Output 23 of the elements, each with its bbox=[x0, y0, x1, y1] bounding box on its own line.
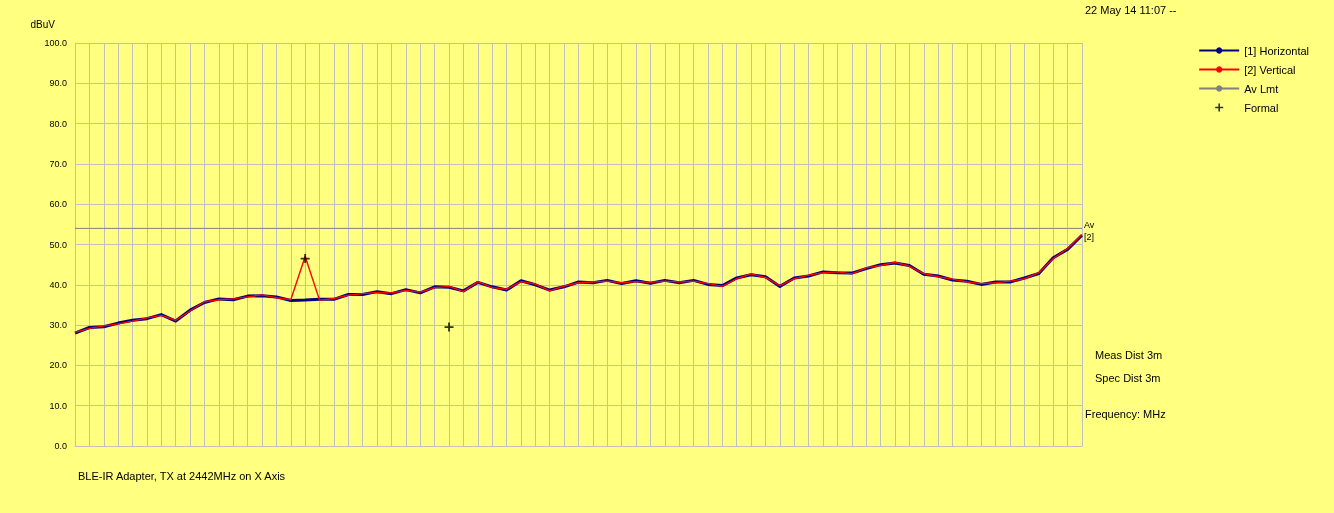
y-tick-label: 60.0 bbox=[49, 199, 67, 210]
legend-label: [1] Horizontal bbox=[1244, 44, 1309, 57]
y-tick-label: 40.0 bbox=[49, 279, 67, 290]
y-tick-label: 30.0 bbox=[49, 320, 67, 331]
y-tick-label: 0.0 bbox=[54, 441, 67, 451]
y-tick-label: 20.0 bbox=[49, 360, 67, 371]
legend-label: Formal bbox=[1244, 101, 1279, 114]
legend-label: [2] Vertical bbox=[1244, 63, 1296, 76]
y-tick-label: 70.0 bbox=[49, 158, 67, 169]
y-tick-label: 10.0 bbox=[49, 400, 67, 411]
text: Spec Dist 3m bbox=[1095, 371, 1161, 384]
y-tick-label: 90.0 bbox=[49, 78, 67, 89]
y-axis-title: dBuV bbox=[30, 18, 56, 30]
y-tick-label: 50.0 bbox=[49, 239, 67, 250]
y-tick-label: 100.0 bbox=[44, 38, 67, 48]
text: BLE-IR Adapter, TX at 2442MHz on X Axis bbox=[78, 469, 286, 482]
legend-label: Av Lmt bbox=[1244, 82, 1279, 95]
y-tick-label: 80.0 bbox=[49, 118, 67, 129]
text: Av bbox=[1084, 219, 1095, 230]
text: Meas Dist 3m bbox=[1095, 348, 1163, 361]
text: Frequency: MHz bbox=[1085, 407, 1166, 420]
text: [2] bbox=[1084, 231, 1095, 242]
text: 22 May 14 11:07 -- bbox=[1085, 3, 1177, 16]
